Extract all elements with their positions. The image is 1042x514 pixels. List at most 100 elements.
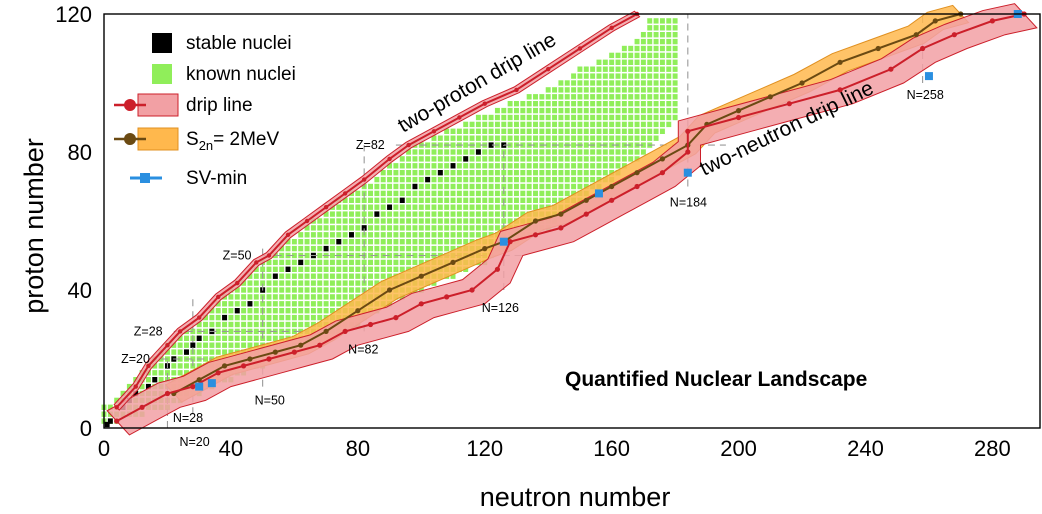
known-nucleus-cell [621, 121, 627, 128]
known-nucleus-cell [539, 149, 545, 155]
proton-drip-point [323, 205, 329, 210]
known-nucleus-cell [368, 218, 373, 224]
stable-nucleus [361, 225, 367, 231]
known-nucleus-cell [387, 266, 393, 272]
known-nucleus-cell [564, 190, 570, 197]
known-nucleus-cell [577, 107, 583, 114]
known-nucleus-cell [672, 80, 678, 86]
known-nucleus-cell [564, 135, 570, 141]
known-nucleus-cell [247, 294, 253, 300]
known-nucleus-cell [469, 176, 475, 183]
known-nucleus-cell [279, 308, 285, 314]
known-nucleus-cell [545, 121, 551, 128]
known-nucleus-cell [399, 183, 405, 190]
known-nucleus-cell [583, 163, 589, 169]
known-nucleus-cell [298, 314, 304, 321]
known-nucleus-cell [564, 128, 570, 134]
known-nucleus-cell [615, 73, 621, 79]
stable-nucleus [349, 232, 354, 238]
known-nucleus-cell [552, 121, 558, 128]
known-nucleus-cell [323, 280, 329, 286]
proton-drip-point [196, 315, 202, 320]
known-nucleus-cell [349, 245, 354, 252]
known-nucleus-cell [513, 183, 519, 190]
known-nucleus-cell [418, 245, 424, 252]
known-nucleus-cell [463, 183, 469, 190]
known-nucleus-cell [463, 204, 469, 210]
known-nucleus-cell [583, 170, 589, 176]
known-nucleus-cell [431, 176, 437, 183]
known-nucleus-cell [640, 149, 646, 155]
known-nucleus-cell [621, 87, 627, 93]
known-nucleus-cell [374, 245, 380, 252]
s2n-point [875, 45, 881, 52]
known-nucleus-cell [501, 204, 507, 210]
known-nucleus-cell [552, 94, 558, 100]
stable-nucleus [399, 197, 405, 203]
known-nucleus-cell [215, 335, 221, 341]
known-nucleus-cell [228, 349, 234, 355]
known-nucleus-cell [310, 266, 316, 272]
known-nucleus-cell [158, 377, 164, 383]
known-nucleus-cell [437, 204, 443, 210]
known-nucleus-cell [653, 38, 659, 45]
known-nucleus-cell [203, 335, 209, 341]
known-nucleus-cell [475, 121, 481, 128]
known-nucleus-cell [355, 245, 361, 252]
known-nucleus-cell [374, 204, 380, 210]
known-nucleus-cell [494, 190, 500, 197]
known-nucleus-cell [215, 328, 221, 335]
x-tick-label: 120 [466, 436, 503, 461]
known-nucleus-cell [602, 163, 608, 169]
known-nucleus-cell [482, 190, 488, 197]
known-nucleus-cell [298, 266, 304, 272]
known-nucleus-cell [425, 245, 431, 252]
known-nucleus-cell [380, 183, 386, 190]
known-nucleus-cell [323, 218, 329, 224]
sv-min-point [924, 72, 933, 81]
known-nucleus-cell [323, 239, 329, 245]
known-nucleus-cell [431, 156, 437, 162]
x-tick-label: 280 [974, 436, 1011, 461]
known-nucleus-cell [659, 121, 665, 128]
known-nucleus-cell [253, 314, 259, 321]
known-nucleus-cell [272, 301, 278, 307]
known-nucleus-cell [285, 239, 291, 245]
known-nucleus-cell [279, 273, 285, 279]
known-nucleus-cell [552, 197, 558, 203]
known-nucleus-cell [640, 66, 646, 72]
known-nucleus-cell [482, 163, 488, 169]
known-nucleus-cell [590, 176, 596, 183]
known-nucleus-cell [488, 197, 494, 203]
known-nucleus-cell [659, 114, 665, 121]
known-nucleus-cell [552, 176, 558, 183]
known-nucleus-cell [444, 218, 450, 224]
known-nucleus-cell [571, 183, 577, 190]
proton-drip-point [406, 142, 411, 148]
known-nucleus-cell [425, 218, 431, 224]
known-nucleus-cell [609, 66, 615, 72]
known-nucleus-cell [621, 107, 627, 114]
known-nucleus-cell [222, 321, 228, 328]
x-axis-label: neutron number [480, 482, 671, 512]
known-nucleus-cell [234, 314, 240, 321]
known-nucleus-cell [615, 128, 621, 134]
known-nucleus-cell [520, 211, 526, 217]
neutron-drip-point [951, 32, 957, 38]
known-nucleus-cell [310, 245, 316, 252]
known-nucleus-cell [596, 128, 602, 134]
known-nucleus-cell [672, 73, 678, 79]
known-nucleus-cell [317, 245, 323, 252]
known-nucleus-cell [513, 197, 519, 203]
known-nucleus-cell [437, 156, 443, 162]
known-nucleus-cell [406, 163, 412, 169]
proton-drip-point [177, 329, 183, 334]
known-nucleus-cell [463, 176, 469, 183]
known-nucleus-cell [609, 101, 615, 107]
known-nucleus-cell [418, 232, 424, 238]
sv-min-point [499, 237, 508, 246]
known-nucleus-cell [494, 163, 500, 169]
known-nucleus-cell [139, 383, 145, 390]
known-nucleus-cell [418, 259, 424, 266]
known-nucleus-cell [602, 128, 608, 134]
